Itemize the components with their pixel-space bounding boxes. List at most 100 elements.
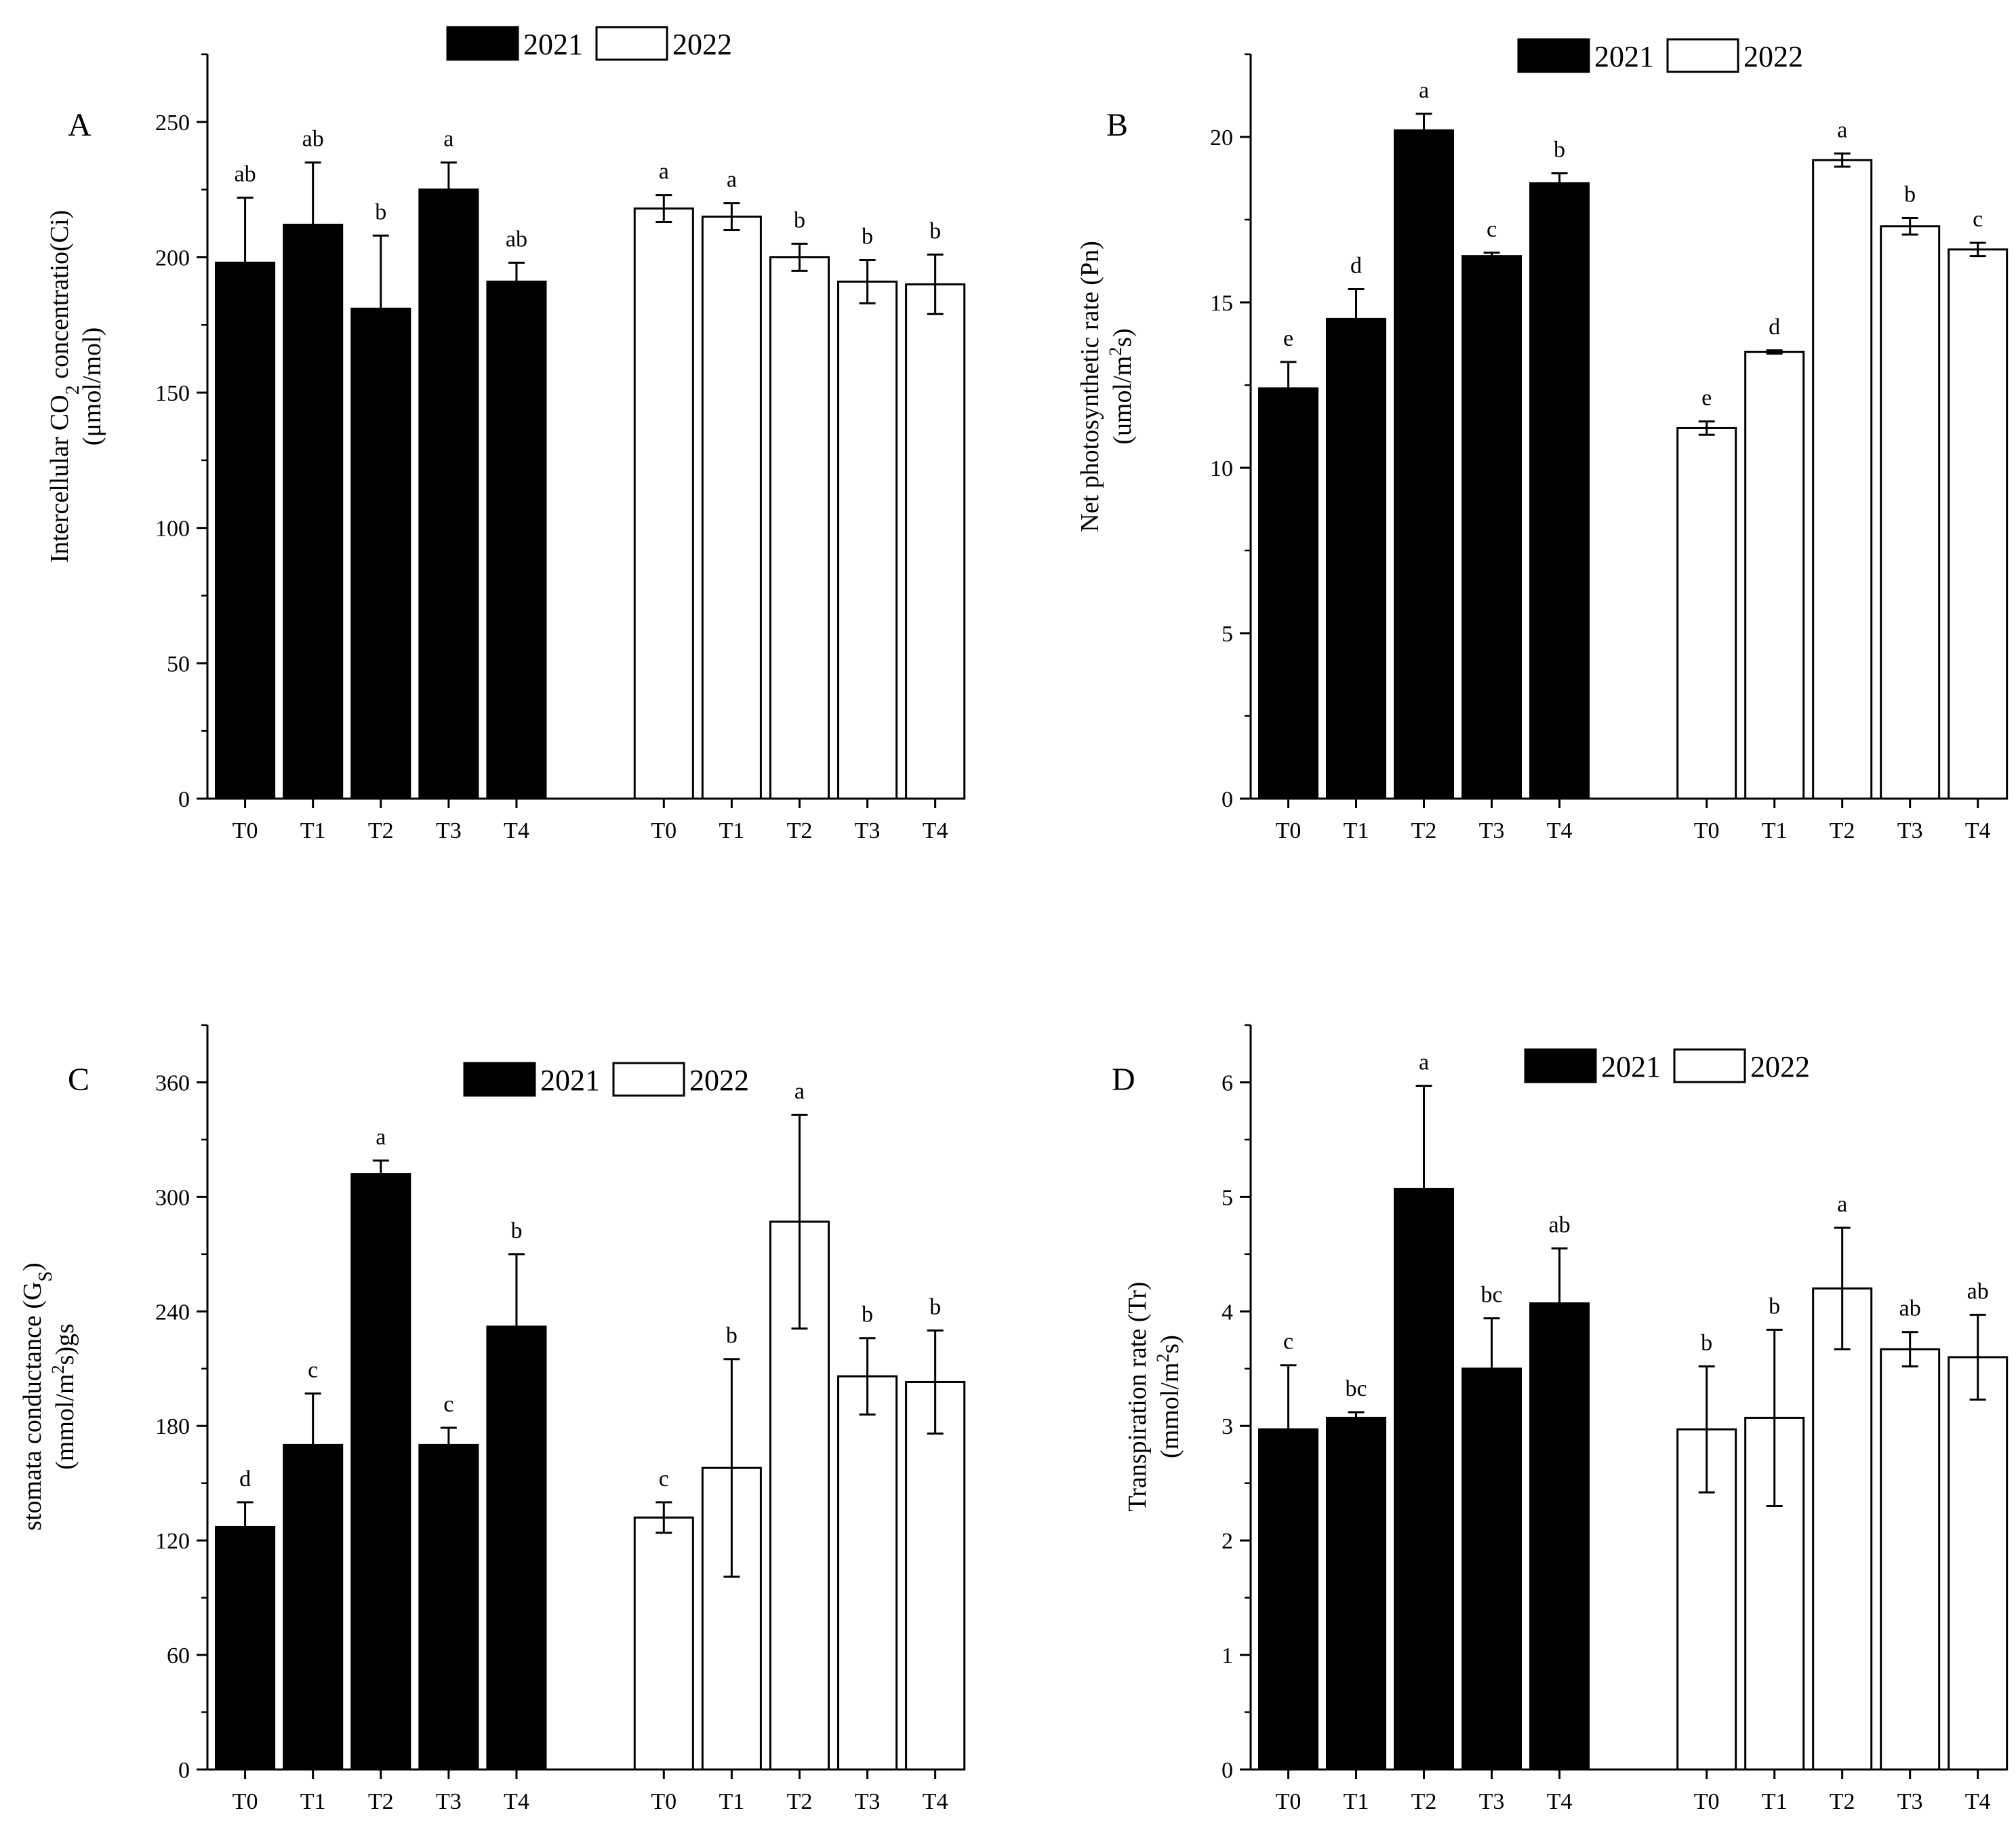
y-axis-label-line1: Intercellular CO2 concentratio(Ci) [45,210,83,563]
bar [1394,129,1455,800]
significance-letter: b [375,200,386,225]
y-tick-label: 1 [1222,1643,1233,1668]
legend-label: 2021 [1601,1050,1661,1083]
bar [701,216,762,800]
legend-label: 2021 [1594,40,1654,73]
bar [215,261,276,800]
panel-b: 0 5 10 15 20 e d a c b T0 T1 T2 T3 T4 e d a b c T0 T1 T2 T3 T4 B 2… [1076,38,2009,843]
x-tick-label: T4 [1547,818,1573,843]
x-tick-label: T3 [1897,1789,1923,1814]
legend-swatch [446,26,519,61]
bar [1880,1348,1941,1771]
x-tick-label: T4 [1965,1789,1991,1814]
bar [1461,255,1523,800]
label-text: ) [18,1262,47,1271]
label-subscript: S [35,1271,56,1282]
x-tick-label: T3 [855,818,881,843]
significance-letter: a [1419,78,1429,103]
label-text: concentratio(Ci) [45,210,74,386]
label-text: s)gs [51,1323,79,1365]
x-tick-label: T4 [504,818,529,843]
x-tick-label: T1 [300,1789,326,1814]
x-tick-label: T0 [651,818,677,843]
legend: 2021 2022 [1524,1048,1810,1083]
label-superscript: 2 [1106,347,1125,356]
significance-letter: b [1701,1330,1712,1355]
significance-letter: c [443,1392,453,1417]
bar [1676,426,1737,800]
panel-letter: A [68,107,92,143]
legend-label: 2022 [1743,40,1803,73]
x-tick-label: T1 [1344,818,1369,843]
y-axis-label: Intercellular CO2 concentratio(Ci)(μmol/… [45,210,106,563]
significance-letter: a [1837,1192,1847,1217]
significance-letter: c [659,1466,669,1492]
significance-letter: a [443,127,453,152]
significance-letter: b [929,218,941,243]
significance-letter: c [1973,207,1983,232]
bar [1812,159,1873,800]
x-tick-label: T1 [1762,818,1788,843]
x-tick-label: T3 [855,1789,881,1814]
legend-label: 2022 [672,28,732,61]
bar [633,1516,694,1771]
panel-letter: B [1106,107,1128,143]
bar [1812,1287,1873,1771]
bar [633,207,694,800]
y-tick-label: 240 [155,1300,190,1325]
y-tick-label: 6 [1222,1071,1233,1096]
y-axis-label-line2: (μmol/mol) [78,327,106,445]
bar [1529,1302,1590,1771]
y-axis-label: stomata conductance (GS)(mmol/m2s)gs [18,1262,79,1530]
bar [1326,1416,1387,1771]
bar [283,224,344,800]
x-tick-label: T3 [1897,818,1923,843]
x-tick-label: T4 [1965,818,1991,843]
bar [905,1380,966,1771]
significance-letter: ab [1548,1212,1570,1237]
bar [486,280,547,800]
x-tick-label: T2 [368,818,394,843]
significance-letter: ab [235,162,256,187]
label-text: s) [1156,1335,1184,1353]
significance-letter: b [510,1218,522,1243]
significance-letter: bc [1480,1282,1502,1307]
y-axis-label: Transpiration rate (Tr) (mmol/m2s) [1123,1281,1184,1511]
significance-letter: a [659,159,669,184]
significance-letter: d [239,1466,251,1492]
label-superscript: 2 [48,1365,68,1374]
legend-label: 2022 [1750,1050,1810,1083]
y-tick-label: 0 [1222,787,1233,812]
series-2021: c bc a bc ab [1258,1050,1590,1771]
significance-letter: bc [1345,1376,1367,1401]
y-tick-label: 2 [1222,1529,1233,1554]
y-axis-label: Net photosynthetic rate (Pn) (umol/m2s) [1076,241,1137,532]
y-axis-label-line1: stomata conductance (GS) [18,1262,56,1530]
x-tick-label: T0 [1276,1789,1302,1814]
series-2021: d c a c b [215,1125,547,1771]
label-text: stomata conductance (G [18,1282,47,1531]
panel-letter: D [1112,1062,1135,1098]
significance-letter: b [726,1323,738,1348]
y-tick-label: 300 [155,1185,190,1210]
legend: 2021 2022 [446,26,732,61]
x-tick-label: T0 [1694,818,1720,843]
significance-letter: d [1769,315,1780,340]
y-tick-label: 150 [155,381,190,406]
x-tick-label: T4 [504,1789,529,1814]
x-tick-label: T3 [436,1789,462,1814]
x-tick-label: T0 [1694,1789,1720,1814]
y-tick-label: 3 [1222,1414,1233,1439]
significance-letter: b [862,1302,873,1327]
bar [350,1173,411,1771]
y-tick-label: 4 [1222,1300,1233,1325]
legend-swatch [1673,1048,1746,1083]
x-tick-label: T4 [1547,1789,1573,1814]
bar [486,1325,547,1771]
y-tick-label: 100 [155,517,190,542]
legend-swatch [1666,38,1739,73]
label-superscript: 2 [1153,1354,1173,1363]
bar [1880,225,1941,800]
x-tick-label: T2 [1830,1789,1855,1814]
